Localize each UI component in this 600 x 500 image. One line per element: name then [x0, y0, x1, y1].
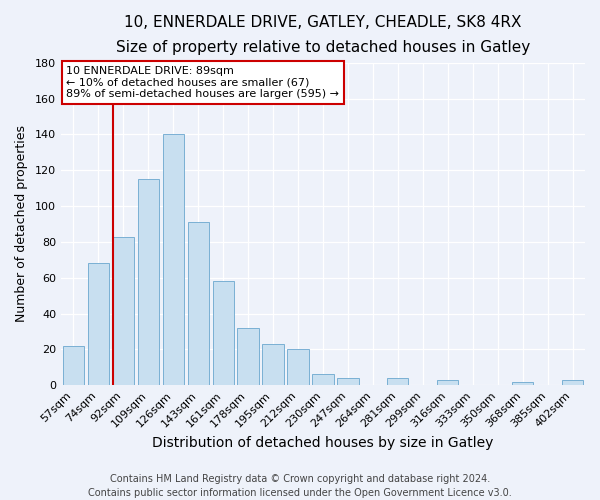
Bar [387, 378, 409, 385]
Bar [562, 380, 583, 385]
Text: 10 ENNERDALE DRIVE: 89sqm
← 10% of detached houses are smaller (67)
89% of semi-: 10 ENNERDALE DRIVE: 89sqm ← 10% of detac… [66, 66, 339, 99]
Title: 10, ENNERDALE DRIVE, GATLEY, CHEADLE, SK8 4RX
Size of property relative to detac: 10, ENNERDALE DRIVE, GATLEY, CHEADLE, SK… [116, 15, 530, 54]
Bar [63, 346, 84, 385]
Bar [137, 179, 159, 385]
Bar [238, 328, 259, 385]
Bar [88, 264, 109, 385]
X-axis label: Distribution of detached houses by size in Gatley: Distribution of detached houses by size … [152, 436, 494, 450]
Bar [163, 134, 184, 385]
Bar [313, 374, 334, 385]
Bar [512, 382, 533, 385]
Bar [287, 350, 308, 385]
Bar [337, 378, 359, 385]
Y-axis label: Number of detached properties: Number of detached properties [15, 126, 28, 322]
Bar [437, 380, 458, 385]
Bar [212, 282, 234, 385]
Bar [113, 236, 134, 385]
Text: Contains HM Land Registry data © Crown copyright and database right 2024.
Contai: Contains HM Land Registry data © Crown c… [88, 474, 512, 498]
Bar [262, 344, 284, 385]
Bar [188, 222, 209, 385]
